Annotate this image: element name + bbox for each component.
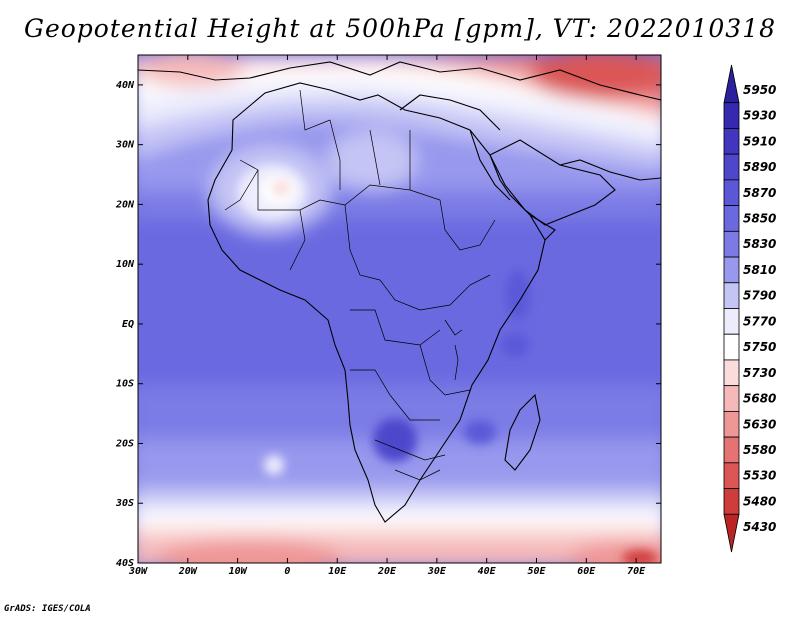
x-tick-label: 30E xyxy=(427,566,447,577)
x-tick-label: 20E xyxy=(377,566,397,577)
colorbar-label: 5910 xyxy=(743,134,776,148)
country-borders xyxy=(224,89,496,481)
colorbar-swatch xyxy=(723,179,740,207)
y-tick-label: 20N xyxy=(115,199,135,210)
colorbar-swatch xyxy=(723,436,740,464)
colorbar-swatch xyxy=(723,128,740,155)
colorbar-label: 5830 xyxy=(743,237,776,251)
x-tick-label: 40E xyxy=(478,566,497,577)
colorbar-swatch xyxy=(723,359,740,387)
coastlines xyxy=(138,61,661,523)
colorbar-swatch xyxy=(723,230,740,258)
colorbar-swatch xyxy=(723,333,740,361)
x-tick-label: 30W xyxy=(128,566,148,577)
y-tick-label: 10N xyxy=(116,259,135,270)
colorbar-swatch xyxy=(723,153,740,181)
colorbar-label: 5630 xyxy=(743,417,776,431)
colorbar-label: 5730 xyxy=(743,366,776,380)
y-tick-label: 10S xyxy=(116,379,134,390)
colorbar-label: 5870 xyxy=(743,186,776,200)
colorbar-label: 5790 xyxy=(743,289,776,303)
y-tick-label: EQ xyxy=(122,319,134,330)
y-tick-label: 40N xyxy=(116,80,135,91)
colorbar-label: 5770 xyxy=(743,314,776,328)
x-tick-label: 50E xyxy=(527,566,546,577)
x-tick-label: 10E xyxy=(328,566,347,577)
plot-frame xyxy=(137,54,662,564)
colorbar-swatch xyxy=(723,488,740,515)
colorbar-label: 5930 xyxy=(743,109,776,123)
colorbar-swatch xyxy=(723,410,740,438)
x-tick-label: 20W xyxy=(178,566,198,577)
x-tick-label: 10W xyxy=(229,566,248,577)
height-field xyxy=(138,55,661,563)
colorbar-swatch xyxy=(723,513,740,553)
colorbar-label: 5580 xyxy=(743,443,776,457)
colorbar-swatch xyxy=(723,256,740,284)
chart-title: Geopotential Height at 500hPa [gpm], VT:… xyxy=(23,14,777,43)
y-tick-label: 30N xyxy=(115,140,135,151)
colorbar-swatch xyxy=(723,282,740,309)
y-tick-label: 20S xyxy=(115,438,134,449)
y-tick-label: 40S xyxy=(116,558,134,569)
colorbar-swatch xyxy=(723,205,740,232)
y-tick-label: 30S xyxy=(115,498,134,509)
x-tick-label: 0 xyxy=(284,566,290,577)
colorbar-label: 5850 xyxy=(743,211,776,225)
x-tick-label: 60E xyxy=(577,566,596,577)
axes: 30W 20W 10W 0 10E 20E 30E 40E 50E 60E 70E 40N 30N 20N… xyxy=(115,55,661,577)
colorbar-label: 5810 xyxy=(743,263,776,277)
colorbar-label: 5530 xyxy=(743,469,776,483)
colorbar-label: 5950 xyxy=(743,83,776,97)
colorbar-swatch xyxy=(723,64,740,104)
colorbar-label: 5430 xyxy=(743,520,776,534)
credit-text: GrADS: IGES/COLA xyxy=(4,604,91,614)
colorbar-label: 5480 xyxy=(743,494,776,508)
colorbar-swatch xyxy=(723,308,740,335)
x-tick-label: 70E xyxy=(627,566,646,577)
colorbar-swatch xyxy=(723,102,740,129)
colorbar-label: 5750 xyxy=(743,340,776,354)
colorbar-swatch xyxy=(723,462,740,489)
colorbar-label: 5890 xyxy=(743,160,776,174)
colorbar-legend: 5950 5930 5910 5890 5870 5850 5830 5810 5790 5770… xyxy=(723,64,776,553)
colorbar-swatch xyxy=(723,385,740,412)
colorbar-label: 5680 xyxy=(743,392,776,406)
